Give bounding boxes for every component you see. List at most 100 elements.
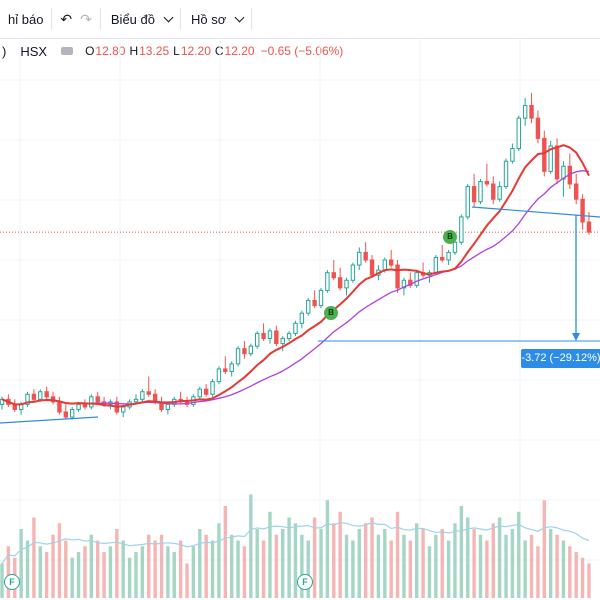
candle-body <box>203 388 209 395</box>
volume-bar <box>523 540 527 598</box>
volume-bar <box>491 523 495 598</box>
volume-bar <box>472 529 476 598</box>
candle-body <box>510 148 515 162</box>
candle-body <box>369 259 375 276</box>
candle-body <box>293 322 298 334</box>
candle-body <box>491 183 496 200</box>
candle-body <box>478 180 483 203</box>
candle-body <box>38 391 43 400</box>
profile-menu-label: Hồ sơ <box>190 11 227 27</box>
volume-bar <box>395 511 400 598</box>
candle-body <box>440 256 445 261</box>
toolbar-divider <box>179 8 181 30</box>
open-key: O <box>85 44 95 58</box>
candle-body <box>337 277 343 289</box>
volume-bar <box>19 529 23 598</box>
volume-bar <box>96 540 100 598</box>
trend-line <box>471 206 600 218</box>
volume-bar <box>191 546 196 598</box>
volume-bar <box>38 546 42 598</box>
volume-bar <box>159 534 164 598</box>
candle-body <box>497 186 502 200</box>
candle-body <box>89 396 94 408</box>
volume-bar <box>332 523 336 598</box>
volume-bar <box>370 517 374 598</box>
indicators-button[interactable]: hỉ báo <box>0 0 51 38</box>
candle-body <box>197 388 202 398</box>
volume-bar <box>561 540 566 598</box>
volume-average-line <box>1 522 590 564</box>
visibility-toggle-icon[interactable] <box>61 47 74 55</box>
volume-bar <box>210 540 215 598</box>
volume-bar <box>166 546 170 598</box>
candle-body <box>446 251 451 261</box>
undo-button[interactable]: ↶ <box>52 0 80 38</box>
volume-bar <box>64 540 68 598</box>
volume-bar <box>574 552 578 598</box>
toolbar-divider <box>51 8 53 30</box>
volume-bar <box>57 523 62 598</box>
chart-menu-label: Biểu đồ <box>110 11 155 27</box>
candle-body <box>542 137 547 172</box>
volume-bar <box>568 546 572 598</box>
candle-body <box>267 330 273 340</box>
volume-bar <box>427 546 432 598</box>
candle-body <box>210 381 215 395</box>
volume-bar <box>178 540 183 598</box>
candle-body <box>146 391 151 395</box>
candle-body <box>165 403 171 410</box>
candle-body <box>331 272 336 279</box>
price-range-measure-label: -3.72 (−29.12%) <box>521 349 600 368</box>
volume-bar <box>121 540 125 598</box>
exchange-label: HSX <box>20 43 48 59</box>
event-flag-marker[interactable]: F <box>4 574 20 590</box>
volume-bar <box>44 552 49 598</box>
candle-body <box>306 300 311 314</box>
change-value: −0.65 (−5.06%) <box>260 44 344 58</box>
volume-bar <box>306 540 310 598</box>
chart-menu-button[interactable]: Biểu đồ <box>101 0 180 38</box>
chart-grid <box>0 38 600 600</box>
volume-bar <box>383 529 387 598</box>
event-flag-marker[interactable]: F <box>297 574 313 590</box>
volume-bar <box>504 534 508 598</box>
volume-bar <box>529 534 534 598</box>
candle-body <box>471 186 477 203</box>
volume-bar <box>402 534 406 598</box>
buy-marker[interactable]: B <box>443 230 457 244</box>
volume-bar <box>555 534 559 598</box>
candle-body <box>44 391 49 398</box>
candle-body <box>554 145 560 180</box>
volume-bar <box>293 523 298 598</box>
volume-bar <box>274 534 279 598</box>
candle-body <box>325 272 330 291</box>
volume-bar <box>536 546 540 598</box>
candle-body <box>401 279 407 289</box>
ohlc-legend: ) HSX O 12.80 H 13.25 L 12.20 C 12.20 −0.65 … <box>0 42 343 60</box>
undo-icon: ↶ <box>60 10 73 27</box>
volume-bar <box>344 534 349 598</box>
volume-bar <box>217 523 221 598</box>
volume-bar <box>115 529 119 598</box>
volume-bar <box>287 517 291 598</box>
candle-body <box>31 393 37 400</box>
buy-marker[interactable]: B <box>324 306 338 320</box>
toolbar-divider <box>251 8 253 30</box>
candle-body <box>82 403 88 408</box>
volume-bar <box>517 511 521 598</box>
measure-arrow-icon <box>572 333 580 341</box>
candle-body <box>395 264 400 289</box>
redo-button[interactable]: ↷ <box>80 0 100 38</box>
profile-menu-button[interactable]: Hồ sơ <box>181 0 251 38</box>
close-key: C <box>214 44 224 58</box>
volume-bar <box>325 500 330 598</box>
candle-body <box>529 104 534 119</box>
candle-body <box>388 259 394 266</box>
volume-bar <box>268 511 272 598</box>
volume-bar <box>281 529 285 598</box>
volume-bar <box>300 534 304 598</box>
toolbar-divider <box>99 8 101 30</box>
fast-moving-average-line <box>1 144 590 408</box>
volume-bar <box>51 534 55 598</box>
